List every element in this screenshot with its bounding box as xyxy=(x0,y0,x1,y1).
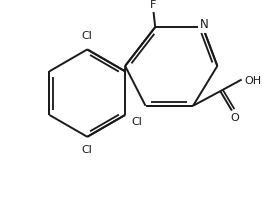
Text: OH: OH xyxy=(245,76,262,86)
Text: Cl: Cl xyxy=(131,117,142,127)
Text: N: N xyxy=(200,18,209,31)
Text: Cl: Cl xyxy=(82,145,93,155)
Text: F: F xyxy=(150,0,157,10)
Text: Cl: Cl xyxy=(82,31,93,41)
Text: O: O xyxy=(230,113,239,123)
